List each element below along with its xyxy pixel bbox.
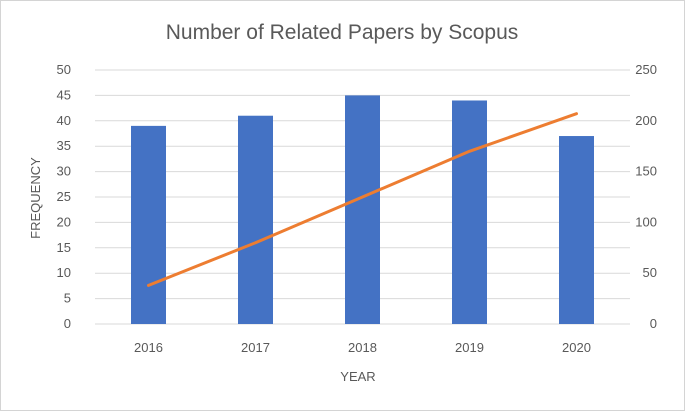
y2-tick-label: 50 xyxy=(643,265,657,280)
y-tick-label: 35 xyxy=(57,138,71,153)
bar xyxy=(345,95,380,325)
y-tick-label: 10 xyxy=(57,265,71,280)
x-axis-label: YEAR xyxy=(340,369,375,384)
y2-tick-label: 100 xyxy=(635,214,657,229)
line-series-path xyxy=(147,112,578,287)
x-axis-ticks: 2016 2017 2018 2019 2020 xyxy=(134,340,591,355)
bar-series xyxy=(131,95,594,325)
y-tick-label: 5 xyxy=(64,291,71,306)
y-tick-label: 25 xyxy=(57,189,71,204)
y-tick-label: 0 xyxy=(64,316,71,331)
y2-tick-label: 200 xyxy=(635,113,657,128)
y-axis-label: FREQUENCY xyxy=(28,157,43,239)
y-tick-label: 45 xyxy=(57,87,71,102)
y2-tick-label: 150 xyxy=(635,164,657,179)
y-tick-label: 20 xyxy=(57,214,71,229)
right-axis-ticks: 0 50 100 150 200 250 xyxy=(635,62,657,331)
x-tick-label: 2017 xyxy=(241,340,270,355)
bar xyxy=(238,115,273,324)
bar xyxy=(131,125,166,324)
bar xyxy=(559,136,594,324)
line-series xyxy=(147,112,578,287)
y2-tick-label: 250 xyxy=(635,62,657,77)
x-tick-label: 2019 xyxy=(455,340,484,355)
x-tick-label: 2020 xyxy=(562,340,591,355)
bar xyxy=(452,100,487,324)
y-tick-label: 50 xyxy=(57,62,71,77)
y-tick-label: 15 xyxy=(57,240,71,255)
y-tick-label: 40 xyxy=(57,113,71,128)
y-tick-label: 30 xyxy=(57,164,71,179)
left-axis-ticks: 0 5 10 15 20 25 30 35 40 45 50 xyxy=(57,62,71,331)
x-tick-label: 2016 xyxy=(134,340,163,355)
y2-tick-label: 0 xyxy=(650,316,657,331)
chart-title: Number of Related Papers by Scopus xyxy=(166,21,519,44)
x-tick-label: 2018 xyxy=(348,340,377,355)
